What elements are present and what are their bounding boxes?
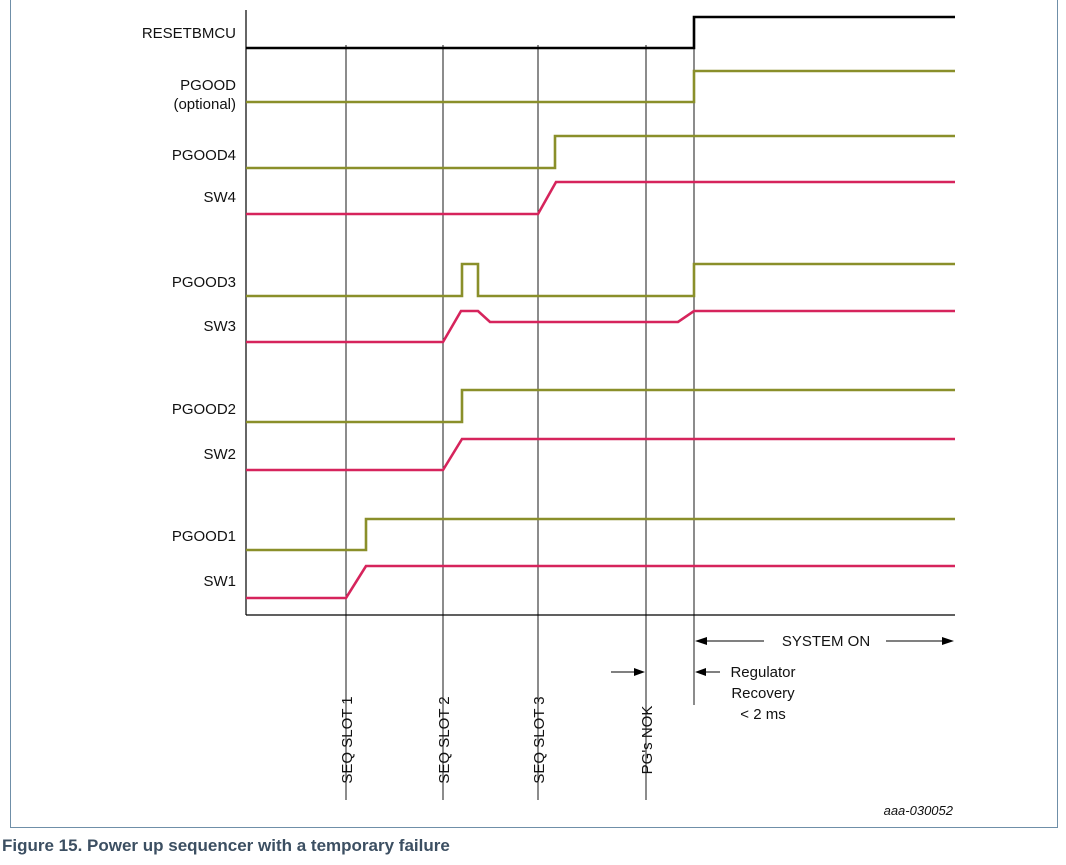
reference-id: aaa-030052 [884, 803, 954, 818]
marker-label-seq-slot-1: SEQ SLOT 1 [339, 696, 356, 783]
wave-pgood4 [246, 134, 955, 170]
wave-sw2 [246, 437, 955, 472]
label-resetbmcu: RESETBMCU [142, 25, 236, 42]
recovery-arrowhead [695, 668, 706, 676]
wave-sw1 [246, 564, 955, 600]
wave-pgood [246, 69, 955, 104]
figure-caption: Figure 15. Power up sequencer with a tem… [2, 836, 450, 855]
wave-pgood2 [246, 388, 955, 424]
wave-sw3 [246, 309, 955, 344]
system-on-arrowhead-left [695, 637, 707, 645]
label-pgood-optional: (optional) [173, 96, 236, 113]
label-pgood: PGOOD [180, 77, 236, 94]
recovery-label-line1: Regulator [730, 664, 795, 681]
marker-label-seq-slot-2: SEQ SLOT 2 [436, 696, 453, 783]
wave-sw4 [246, 180, 955, 216]
recovery-label-line3: < 2 ms [740, 706, 785, 723]
marker-label-pgs-nok: PG's NOK [639, 706, 656, 775]
marker-label-seq-slot-3: SEQ SLOT 3 [531, 696, 548, 783]
label-sw3: SW3 [203, 318, 236, 335]
label-sw2: SW2 [203, 446, 236, 463]
label-pgood2: PGOOD2 [172, 401, 236, 418]
label-pgood4: PGOOD4 [172, 147, 236, 164]
label-sw4: SW4 [203, 189, 236, 206]
system-on-label: SYSTEM ON [782, 633, 870, 650]
pgs-nok-arrowhead [634, 668, 645, 676]
wave-resetbmcu [246, 15, 955, 50]
figure-frame [10, 0, 1058, 828]
system-on-arrowhead-right [942, 637, 954, 645]
label-pgood3: PGOOD3 [172, 274, 236, 291]
recovery-label-line2: Recovery [731, 685, 795, 702]
label-pgood1: PGOOD1 [172, 528, 236, 545]
label-sw1: SW1 [203, 573, 236, 590]
wave-pgood3 [246, 262, 955, 298]
wave-pgood1 [246, 517, 955, 552]
